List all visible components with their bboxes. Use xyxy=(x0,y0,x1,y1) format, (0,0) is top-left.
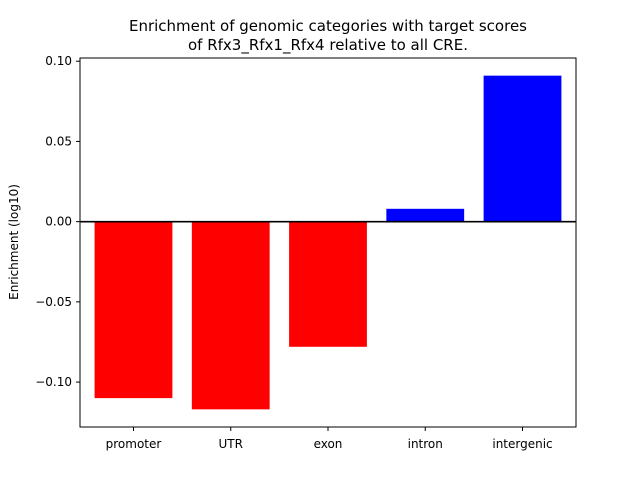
y-tick-label: −0.05 xyxy=(35,295,72,309)
bar-intron xyxy=(386,208,465,222)
x-tick-label: intergenic xyxy=(492,437,552,451)
bar-promoter xyxy=(94,221,173,399)
x-tick-label: promoter xyxy=(106,437,162,451)
y-axis-ticks: −0.10 −0.05 0.00 0.05 0.10 xyxy=(35,54,80,389)
bar-intergenic xyxy=(483,75,562,222)
y-axis-label: Enrichment (log10) xyxy=(7,184,21,300)
bar-utr xyxy=(191,221,270,410)
bar-exon xyxy=(289,221,367,347)
y-tick-label: 0.05 xyxy=(45,134,72,148)
y-tick-label: −0.10 xyxy=(35,375,72,389)
chart-title-line-2: of Rfx3_Rfx1_Rfx4 relative to all CRE. xyxy=(188,36,468,55)
y-tick-label: 0.00 xyxy=(45,215,72,229)
x-tick-label: exon xyxy=(314,437,343,451)
y-tick-label: 0.10 xyxy=(45,54,72,68)
x-axis-ticks: promoter UTR exon intron intergenic xyxy=(106,427,553,451)
chart-title-line-1: Enrichment of genomic categories with ta… xyxy=(129,17,527,35)
bars-group xyxy=(94,75,562,410)
x-tick-label: UTR xyxy=(219,437,243,451)
x-tick-label: intron xyxy=(408,437,443,451)
